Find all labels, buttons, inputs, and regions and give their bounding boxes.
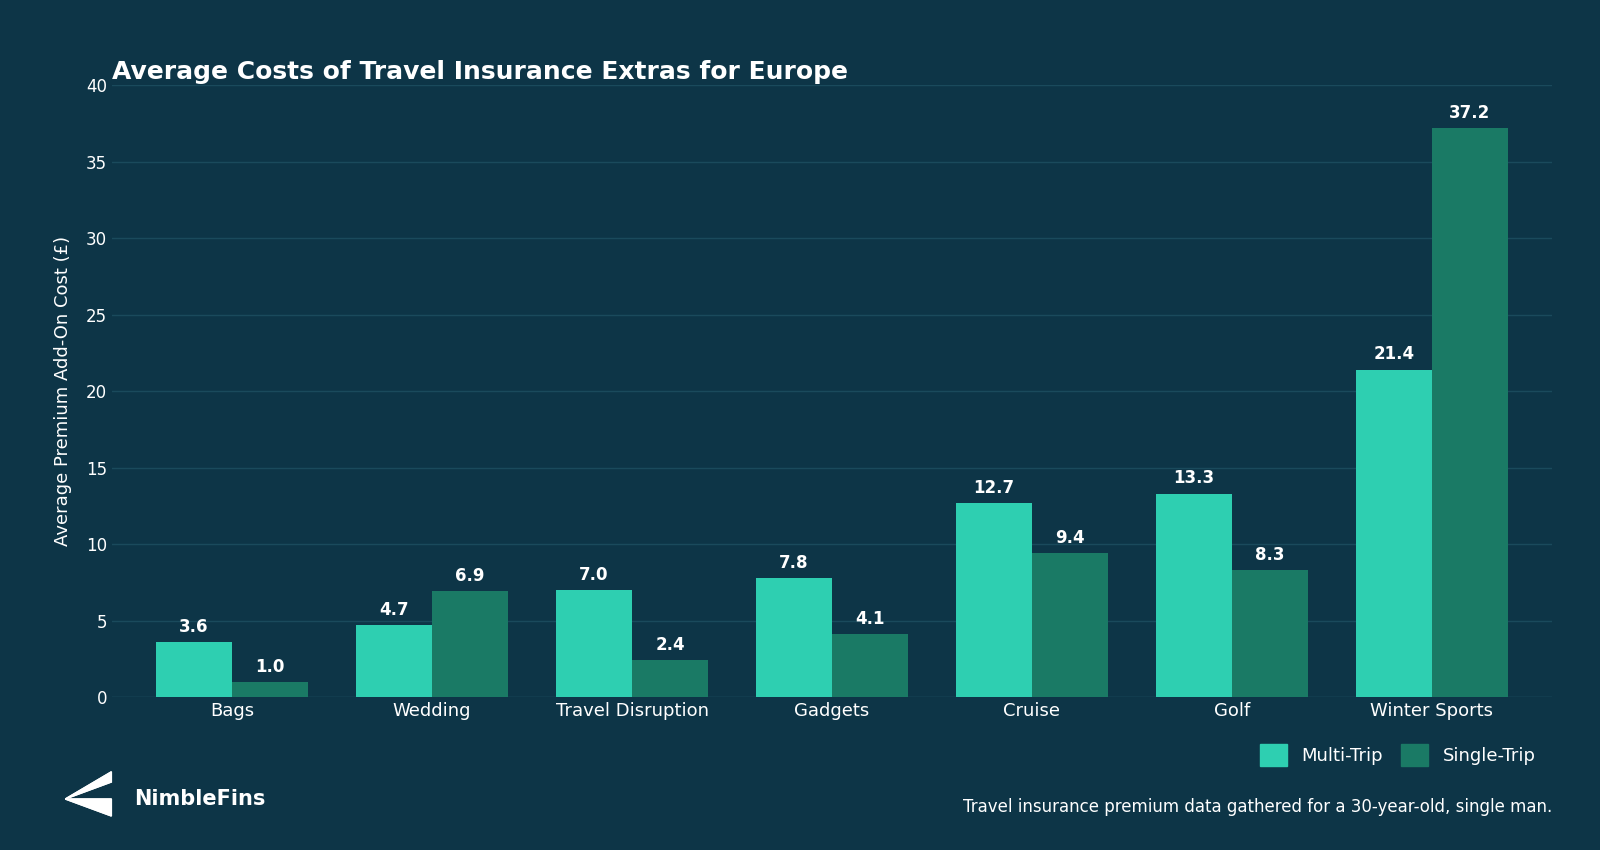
Bar	[1232, 570, 1309, 697]
Text: 12.7: 12.7	[973, 479, 1014, 496]
Bar	[832, 634, 909, 697]
Bar	[632, 660, 707, 697]
Bar	[957, 502, 1032, 697]
Bar	[232, 682, 307, 697]
Text: 2.4: 2.4	[654, 636, 685, 654]
Text: 37.2: 37.2	[1450, 104, 1491, 122]
Legend: Multi-Trip, Single-Trip: Multi-Trip, Single-Trip	[1253, 736, 1542, 773]
Polygon shape	[66, 799, 112, 816]
Polygon shape	[66, 799, 112, 816]
Polygon shape	[66, 772, 112, 799]
Bar	[1032, 553, 1107, 697]
Bar	[157, 642, 232, 697]
Y-axis label: Average Premium Add-On Cost (£): Average Premium Add-On Cost (£)	[54, 236, 72, 546]
Text: 4.1: 4.1	[856, 610, 885, 628]
Text: 6.9: 6.9	[456, 567, 485, 586]
Bar	[557, 590, 632, 697]
Text: 7.8: 7.8	[779, 553, 808, 571]
Bar	[1355, 370, 1432, 697]
Text: 8.3: 8.3	[1256, 546, 1285, 564]
Text: 9.4: 9.4	[1054, 529, 1085, 547]
Text: 7.0: 7.0	[579, 566, 608, 584]
Text: 13.3: 13.3	[1173, 469, 1214, 487]
Text: 3.6: 3.6	[179, 618, 208, 636]
Text: Travel insurance premium data gathered for a 30-year-old, single man.: Travel insurance premium data gathered f…	[963, 798, 1552, 817]
Polygon shape	[66, 772, 112, 799]
Text: 4.7: 4.7	[379, 601, 410, 619]
Bar	[757, 578, 832, 697]
Bar	[1432, 128, 1507, 697]
Text: 21.4: 21.4	[1373, 345, 1414, 364]
Bar	[355, 625, 432, 697]
Text: NimbleFins: NimbleFins	[134, 789, 266, 809]
Bar	[432, 592, 509, 697]
Text: 1.0: 1.0	[256, 658, 285, 676]
Text: Average Costs of Travel Insurance Extras for Europe: Average Costs of Travel Insurance Extras…	[112, 60, 848, 83]
Bar	[1155, 494, 1232, 697]
